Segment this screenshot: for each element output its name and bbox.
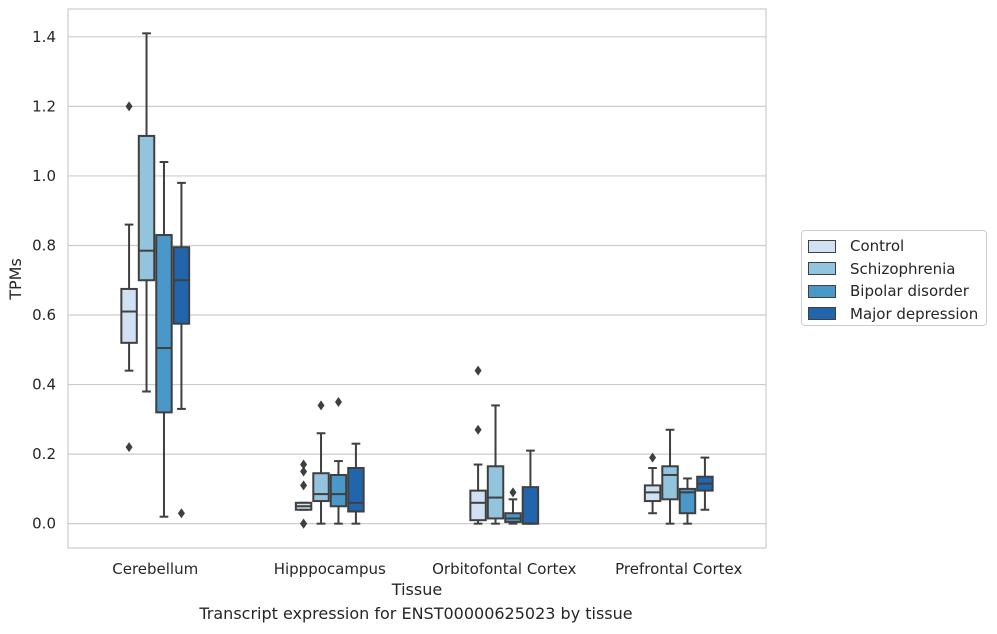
x-tick-label: Hipppocampus <box>274 560 386 578</box>
legend-label-control: Control <box>850 237 905 256</box>
y-tick-label: 0.6 <box>32 306 56 324</box>
legend-swatch-major-depression <box>808 307 836 321</box>
y-tick-label: 0.4 <box>32 376 56 394</box>
chart-caption: Transcript expression for ENST0000062502… <box>199 604 633 623</box>
box-body <box>137 134 156 282</box>
y-tick-labels: 0.0 0.2 0.4 0.6 0.8 1.0 1.2 1.4 <box>32 28 56 533</box>
box-body <box>469 489 487 522</box>
box-body <box>120 287 138 344</box>
outlier-point <box>125 101 133 112</box>
plot-frame <box>67 8 767 549</box>
box <box>137 32 156 393</box>
legend-label-schizophrenia: Schizophrenia <box>850 259 956 278</box>
outlier-point <box>177 508 185 519</box>
x-tick-label: Prefrontal Cortex <box>615 560 742 578</box>
box <box>120 101 138 453</box>
outlier-point <box>474 424 482 435</box>
box-body <box>486 465 505 520</box>
outlier-point <box>300 480 308 491</box>
box-body <box>347 467 365 513</box>
y-tick-label: 0.8 <box>32 236 56 254</box>
series-major-depression <box>172 181 714 525</box>
box-body <box>312 472 330 503</box>
outlier-point <box>300 459 308 470</box>
legend-item-bipolar-disorder: Bipolar disorder <box>808 280 986 303</box>
box <box>469 365 487 525</box>
series-bipolar-disorder <box>155 161 697 525</box>
legend-swatch-control <box>808 239 836 253</box>
box <box>661 428 679 525</box>
series-control <box>120 101 662 529</box>
legend-swatch-schizophrenia <box>808 262 836 276</box>
legend-label-bipolar-disorder: Bipolar disorder <box>850 282 969 301</box>
legend-item-major-depression: Major depression <box>808 303 986 326</box>
outlier-point <box>125 442 133 453</box>
box-body <box>172 246 191 325</box>
outlier-point <box>649 452 657 463</box>
box <box>486 404 505 525</box>
x-axis-label: Tissue <box>391 580 442 599</box>
box <box>312 400 330 525</box>
legend: Control Schizophrenia Bipolar disorder M… <box>801 230 987 326</box>
x-tick-labels: Cerebellum Hipppocampus Orbitofontal Corte… <box>112 560 742 578</box>
x-tick-label: Cerebellum <box>112 560 198 578</box>
y-tick-label: 1.4 <box>32 28 56 46</box>
box <box>347 442 365 525</box>
outlier-point <box>300 518 308 529</box>
y-tick-label: 1.0 <box>32 167 56 185</box>
box <box>678 477 697 525</box>
series-schizophrenia <box>137 32 679 525</box>
y-tick-label: 0.0 <box>32 515 56 533</box>
outlier-point <box>334 396 342 407</box>
legend-label-major-depression: Major depression <box>850 304 979 323</box>
legend-item-control: Control <box>808 235 986 258</box>
y-tick-label: 0.2 <box>32 445 56 463</box>
box <box>643 452 662 515</box>
legend-swatch-bipolar-disorder <box>808 284 836 298</box>
outlier-point <box>474 365 482 376</box>
box-body <box>521 486 540 525</box>
box-body <box>678 487 697 515</box>
legend-item-schizophrenia: Schizophrenia <box>808 258 986 281</box>
box-body <box>661 465 679 501</box>
outlier-point <box>509 487 517 498</box>
box <box>504 487 522 525</box>
box-series <box>120 32 714 529</box>
box <box>329 396 348 525</box>
outlier-point <box>317 400 325 411</box>
box <box>172 181 191 519</box>
y-axis-label: TPMs <box>6 258 25 301</box>
box <box>696 456 714 511</box>
y-tick-label: 1.2 <box>32 97 56 115</box>
box <box>521 449 540 525</box>
box-body <box>155 234 173 414</box>
box-body <box>329 473 348 508</box>
box <box>155 161 173 518</box>
outlier-point <box>300 466 308 477</box>
x-tick-label: Orbitofontal Cortex <box>432 560 576 578</box>
box <box>294 459 313 529</box>
